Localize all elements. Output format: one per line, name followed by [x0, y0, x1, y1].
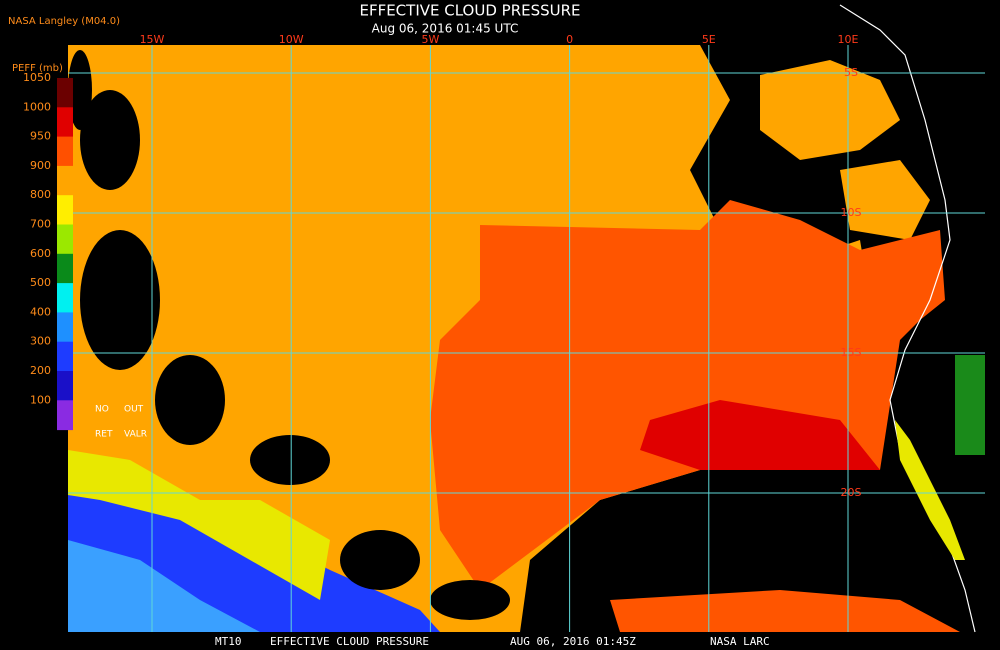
high-cloud: [68, 540, 260, 632]
colorbar-tick-label: 1050: [23, 71, 51, 84]
longitude-label: 0: [566, 33, 573, 46]
colorbar-label: PEFF (mb): [12, 63, 63, 74]
clear-sky: [520, 45, 950, 632]
out-valr: OUT: [124, 405, 144, 415]
out-valr: VALR: [124, 430, 147, 440]
longitude-label: 10W: [279, 33, 304, 46]
latitude-label: 10S: [841, 206, 862, 219]
cloud-patch: [760, 60, 900, 160]
colorbar-tick-label: 400: [30, 305, 51, 318]
colorbar-tick-label: 950: [30, 130, 51, 143]
source: NASA Langley (M04.0): [8, 16, 120, 27]
graticule: 15W 10W 5W 0 5E 10E 5S 10S 15S 20S: [68, 33, 985, 632]
longitude-label: 5E: [702, 33, 716, 46]
colorbar-segment: [57, 253, 73, 284]
colorbar-tick-label: 500: [30, 276, 51, 289]
colorbar-segment: [57, 283, 73, 313]
very-low-cloud: [640, 400, 880, 470]
colorbar: 1050 1000 950 900 800 700 600 500 400 300 200 100: [23, 71, 73, 431]
coastal-cloud: [895, 420, 965, 560]
longitude-label: 15W: [140, 33, 165, 46]
no-ret: NO: [95, 405, 109, 415]
longitude-label: 10E: [838, 33, 859, 46]
colorbar-tick-label: 800: [30, 188, 51, 201]
latitude-label: 20S: [841, 486, 862, 499]
low-cloud: [610, 590, 960, 632]
longitude-label: 5W: [421, 33, 439, 46]
land-cloud: [955, 355, 985, 455]
footer-text: EFFECTIVE CLOUD PRESSURE: [270, 635, 429, 648]
no-ret: RET: [95, 430, 113, 440]
cloud-field: [68, 4, 985, 633]
colorbar-tick-label: 700: [30, 218, 51, 231]
colorbar-segment: [57, 224, 73, 255]
colorbar-tick-label: 1000: [23, 100, 51, 113]
subtitle: Aug 06, 2016 01:45 UTC: [372, 22, 519, 36]
mid-high-cloud: [68, 450, 330, 600]
colorbar-tick-label: 900: [30, 159, 51, 172]
cloud-gaps: [68, 50, 510, 620]
footer-text: MT10: [215, 635, 242, 648]
cloud-patch: [840, 160, 930, 240]
colorbar-segment: [57, 195, 73, 225]
colorbar-segment: [57, 107, 73, 138]
colorbar-segment: [57, 78, 73, 108]
colorbar-segment: [57, 165, 73, 196]
colorbar-segment: [57, 341, 73, 372]
colorbar-tick-label: 300: [30, 335, 51, 348]
colorbar-segment: [57, 400, 73, 431]
colorbar-tick-label: 600: [30, 247, 51, 260]
latitude-label: 5S: [844, 66, 858, 79]
colorbar-tick-label: 200: [30, 364, 51, 377]
colorbar-tick-label: 100: [30, 393, 51, 406]
footer-text: NASA LARC: [710, 635, 770, 648]
title: EFFECTIVE CLOUD PRESSURE: [359, 2, 580, 20]
colorbar-segment: [57, 312, 73, 343]
colorbar-segment: [57, 371, 73, 401]
footer-text: AUG 06, 2016 01:45Z: [510, 635, 636, 648]
latitude-label: 15S: [841, 346, 862, 359]
colorbar-segment: [57, 136, 73, 167]
